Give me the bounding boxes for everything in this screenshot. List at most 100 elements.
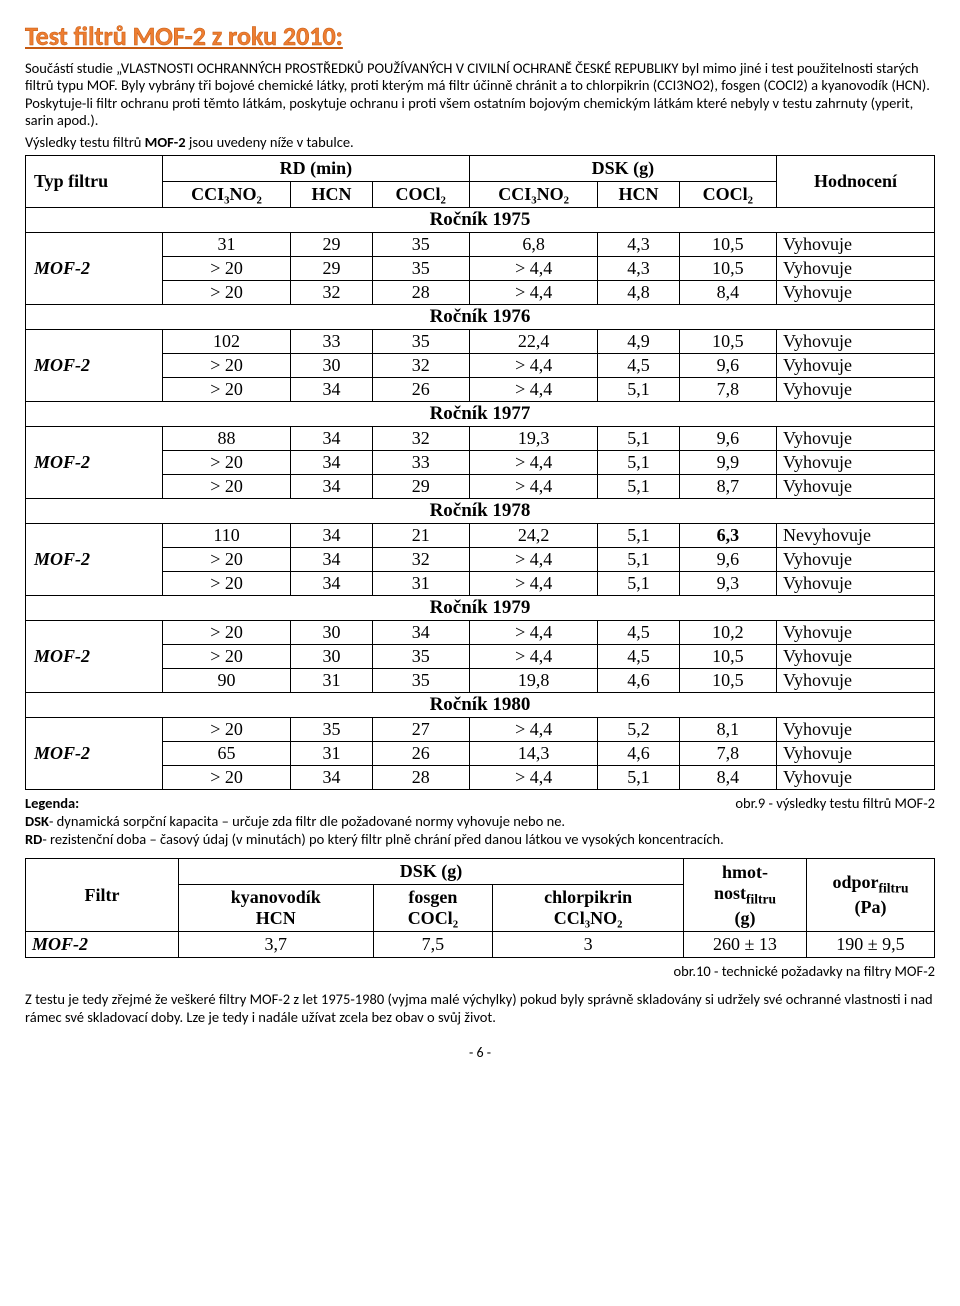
table-cell: 28 xyxy=(372,280,469,304)
table-cell: 31 xyxy=(372,571,469,595)
table-cell: 7,8 xyxy=(679,377,776,401)
table-row: MOF-2> 203034> 4,44,510,2Vyhovuje xyxy=(26,620,935,644)
table-cell: 102 xyxy=(162,329,291,353)
t2-c2: 7,5 xyxy=(373,932,493,958)
table-cell: 35 xyxy=(372,668,469,692)
table-row: MOF-2110342124,25,16,3Nevyhovuje xyxy=(26,523,935,547)
table-cell: 34 xyxy=(291,571,372,595)
table-cell: 35 xyxy=(372,232,469,256)
table-cell: 10,5 xyxy=(679,668,776,692)
table-cell: 26 xyxy=(372,377,469,401)
table-cell: 10,5 xyxy=(679,329,776,353)
year-section: Ročník 1978 xyxy=(26,498,935,523)
table-cell: Vyhovuje xyxy=(776,644,934,668)
table-cell: > 4,4 xyxy=(469,547,598,571)
table-cell: 8,4 xyxy=(679,765,776,789)
table-cell: 10,5 xyxy=(679,644,776,668)
table-cell: 5,1 xyxy=(598,765,679,789)
table-cell: > 20 xyxy=(162,377,291,401)
table-cell: > 4,4 xyxy=(469,474,598,498)
table-cell: 34 xyxy=(291,450,372,474)
table-cell: 35 xyxy=(372,644,469,668)
table-cell: 9,6 xyxy=(679,353,776,377)
table-cell: > 20 xyxy=(162,765,291,789)
table-cell: 33 xyxy=(372,450,469,474)
table-cell: 9,6 xyxy=(679,547,776,571)
t2-c4: 260 ± 13 xyxy=(684,932,807,958)
year-section: Ročník 1975 xyxy=(26,207,935,232)
table-cell: 29 xyxy=(291,256,372,280)
t2-c5: 190 ± 9,5 xyxy=(807,932,935,958)
table-cell: > 20 xyxy=(162,353,291,377)
table-cell: 35 xyxy=(372,329,469,353)
table-cell: 29 xyxy=(291,232,372,256)
table-cell: > 20 xyxy=(162,644,291,668)
table-cell: 34 xyxy=(291,426,372,450)
table-cell: 32 xyxy=(372,353,469,377)
table-cell: Vyhovuje xyxy=(776,547,934,571)
table-cell: 5,1 xyxy=(598,571,679,595)
table-cell: > 4,4 xyxy=(469,571,598,595)
table-cell: > 4,4 xyxy=(469,620,598,644)
table-cell: > 20 xyxy=(162,620,291,644)
table-cell: > 20 xyxy=(162,547,291,571)
table-cell: Vyhovuje xyxy=(776,280,934,304)
table-cell: > 4,4 xyxy=(469,377,598,401)
legenda-rd-label: RD xyxy=(25,830,42,848)
page-number: - 6 - xyxy=(25,1044,935,1061)
footer-paragraph: Z testu je tedy zřejmé že veškeré filtry… xyxy=(25,990,935,1026)
table-cell: 34 xyxy=(291,474,372,498)
table-row: > 203426> 4,45,17,8Vyhovuje xyxy=(26,377,935,401)
table-cell: > 4,4 xyxy=(469,353,598,377)
year-section: Ročník 1977 xyxy=(26,401,935,426)
row-label: MOF-2 xyxy=(26,329,163,401)
table-row: > 203431> 4,45,19,3Vyhovuje xyxy=(26,571,935,595)
table-cell: 30 xyxy=(291,620,372,644)
table-cell: > 4,4 xyxy=(469,765,598,789)
legenda-dsk-text: - dynamická sorpční kapacita – určuje zd… xyxy=(49,812,565,830)
th-rd: RD (min) xyxy=(162,155,469,181)
table-cell: Nevyhovuje xyxy=(776,523,934,547)
table-cell: 5,2 xyxy=(598,717,679,741)
table-cell: 34 xyxy=(291,765,372,789)
table-cell: Vyhovuje xyxy=(776,765,934,789)
table-cell: Vyhovuje xyxy=(776,571,934,595)
table-cell: 33 xyxy=(291,329,372,353)
table-row: > 203433> 4,45,19,9Vyhovuje xyxy=(26,450,935,474)
table-cell: 8,1 xyxy=(679,717,776,741)
intro-p2c: jsou uvedeny níže v tabulce. xyxy=(186,133,354,151)
row-label: MOF-2 xyxy=(26,523,163,595)
table-cell: 88 xyxy=(162,426,291,450)
t2-c1: 3,7 xyxy=(179,932,374,958)
table-cell: > 20 xyxy=(162,717,291,741)
table-cell: 10,5 xyxy=(679,256,776,280)
th-sub4: CCI₃NO₂ xyxy=(469,181,598,207)
table-cell: 4,3 xyxy=(598,256,679,280)
table-cell: 35 xyxy=(372,256,469,280)
table-cell: Vyhovuje xyxy=(776,474,934,498)
table-cell: 7,8 xyxy=(679,741,776,765)
year-section: Ročník 1979 xyxy=(26,595,935,620)
legenda-dsk-label: DSK xyxy=(25,812,49,830)
table-cell: 14,3 xyxy=(469,741,598,765)
year-section: Ročník 1980 xyxy=(26,692,935,717)
table-cell: 30 xyxy=(291,353,372,377)
table-row: > 203032> 4,44,59,6Vyhovuje xyxy=(26,353,935,377)
table-row: MOF-2102333522,44,910,5Vyhovuje xyxy=(26,329,935,353)
table-cell: 5,1 xyxy=(598,377,679,401)
th2-chlor: chlorpikrinCCl₃NO₂ xyxy=(493,885,684,932)
th2-hmot: hmot-nostfiltru(g) xyxy=(684,859,807,932)
table-cell: 29 xyxy=(372,474,469,498)
th2-odpor: odporfiltru(Pa) xyxy=(807,859,935,932)
row-label: MOF-2 xyxy=(26,426,163,498)
table-cell: 21 xyxy=(372,523,469,547)
th-typ: Typ filtru xyxy=(26,155,163,207)
table-cell: 9,6 xyxy=(679,426,776,450)
table-cell: > 20 xyxy=(162,256,291,280)
th-sub6: COCl₂ xyxy=(679,181,776,207)
legenda-rd-text: - rezistenční doba – časový údaj (v minu… xyxy=(42,830,724,848)
table-cell: 4,5 xyxy=(598,644,679,668)
table-cell: 10,5 xyxy=(679,232,776,256)
table-cell: 28 xyxy=(372,765,469,789)
table-cell: > 4,4 xyxy=(469,644,598,668)
